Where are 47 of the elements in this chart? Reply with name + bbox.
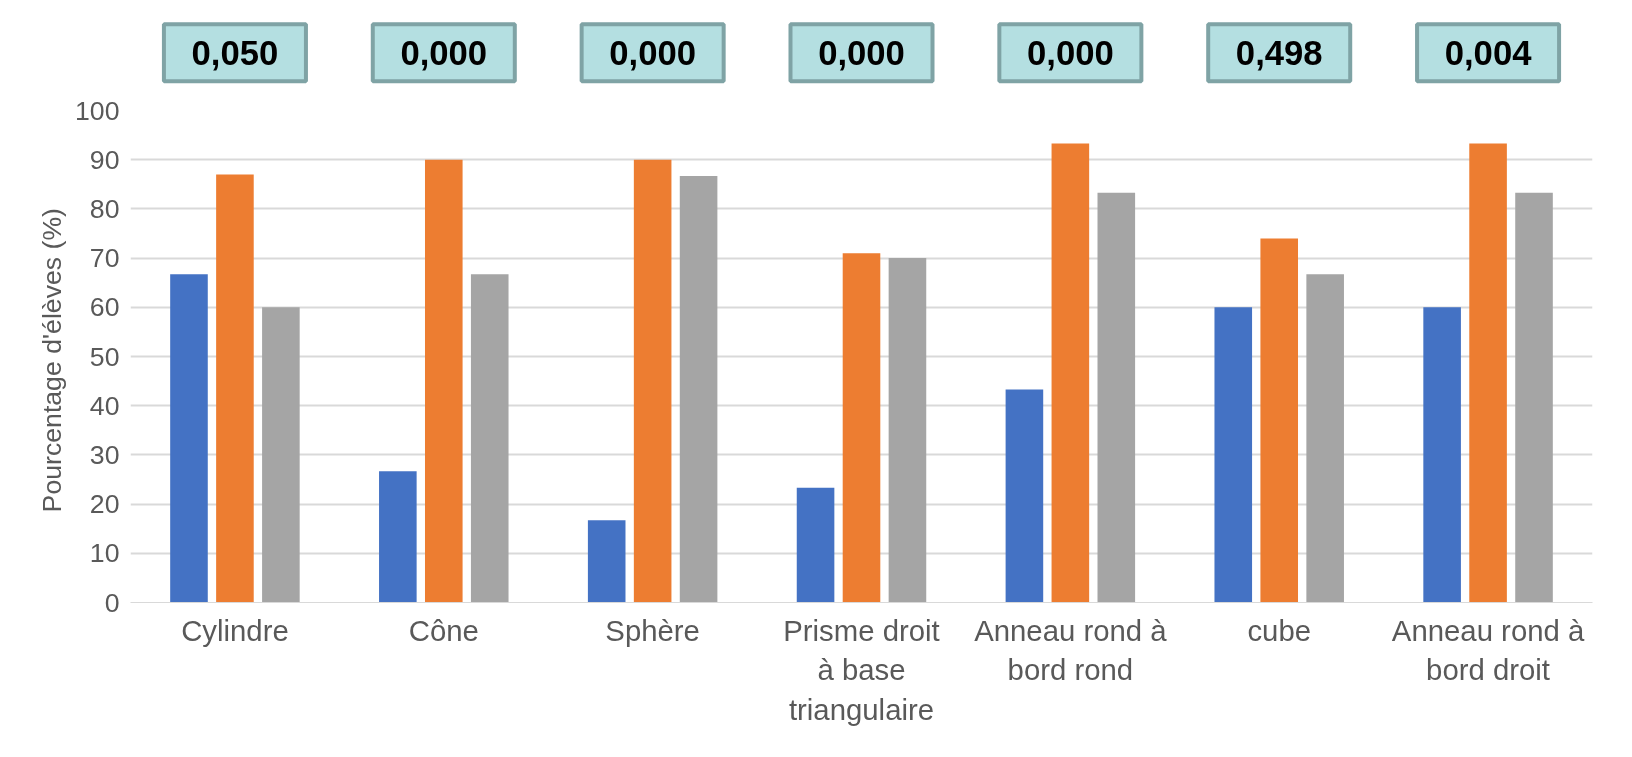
- bar: [888, 258, 927, 603]
- bar: [679, 175, 718, 603]
- bar: [796, 487, 835, 603]
- bar: [1515, 192, 1553, 603]
- y-tick-label: 20: [89, 489, 120, 520]
- text: 0,000: [609, 33, 697, 72]
- text: 0,000: [1026, 33, 1114, 72]
- x-tick-label: Cylindre: [181, 613, 289, 647]
- y-tick-label: 0: [104, 587, 120, 618]
- text: 0,004: [1444, 33, 1533, 72]
- y-axis-title: Pourcentage d'élèves (%): [37, 208, 68, 513]
- bar: [1005, 389, 1044, 603]
- bar: [170, 274, 208, 603]
- text: 0,050: [191, 33, 279, 72]
- bar: [1097, 192, 1136, 603]
- y-tick-label: 30: [89, 439, 120, 470]
- bar: [1260, 238, 1299, 603]
- bar: [216, 174, 254, 603]
- bar: [1051, 143, 1090, 603]
- text: 0,000: [400, 33, 488, 72]
- bar: [1214, 307, 1253, 603]
- bar: [262, 307, 300, 603]
- bar: [1423, 307, 1461, 603]
- bar: [633, 159, 672, 603]
- x-tick-label: Cône: [408, 613, 479, 647]
- bar: [424, 159, 463, 603]
- text: 0,000: [818, 33, 905, 72]
- y-tick-label: 90: [89, 144, 120, 175]
- y-tick-label: 80: [89, 193, 120, 224]
- y-tick-label: 10: [89, 538, 120, 569]
- x-tick-label: Prisme droit à base triangulaire: [783, 613, 940, 726]
- bar: [842, 253, 881, 603]
- text: 0,498: [1235, 33, 1323, 72]
- bar: [587, 520, 626, 603]
- x-tick-label: Anneau rond à bord droit: [1391, 613, 1585, 687]
- y-tick-label: 60: [89, 292, 120, 323]
- y-tick-label: 40: [89, 390, 120, 421]
- bar: [1306, 274, 1344, 603]
- x-tick-label: Anneau rond à bord rond: [974, 613, 1168, 687]
- y-tick-label: 100: [75, 95, 120, 126]
- bar: [379, 471, 417, 603]
- x-tick-label: cube: [1247, 613, 1312, 647]
- x-tick-label: Sphère: [605, 613, 700, 647]
- y-tick-label: 70: [89, 243, 120, 274]
- bar: [1469, 143, 1507, 603]
- y-tick-label: 50: [89, 341, 120, 372]
- bar: [470, 274, 509, 603]
